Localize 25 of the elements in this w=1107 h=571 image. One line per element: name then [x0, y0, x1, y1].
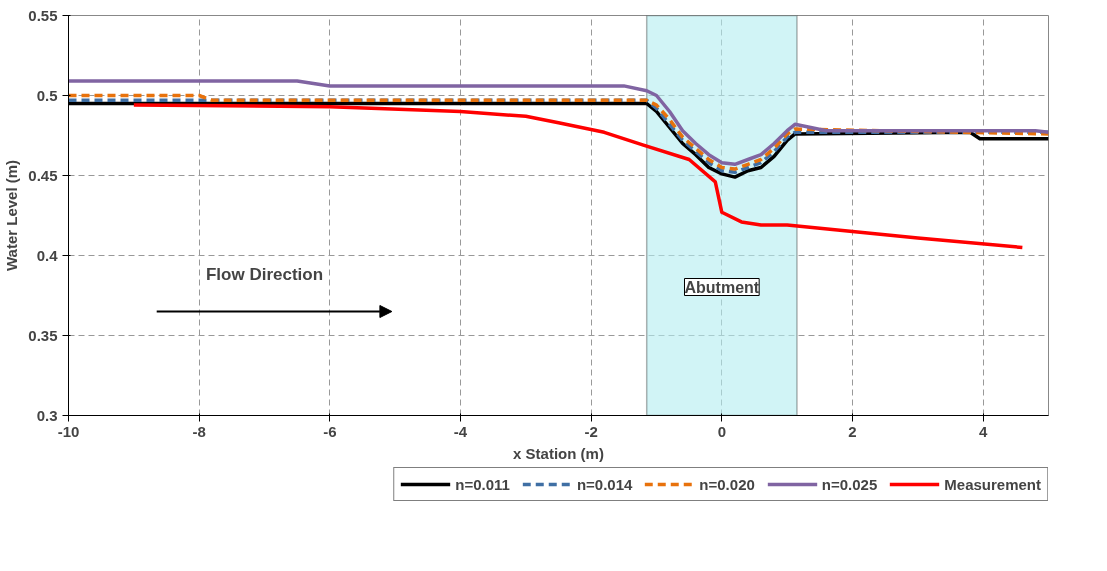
y-tick-label: 0.4	[36, 246, 59, 264]
x-tick-label: -2	[584, 422, 598, 440]
x-tick-label: -4	[453, 422, 468, 440]
x-tick-label: 2	[848, 422, 857, 440]
band-label: Abutment	[684, 278, 760, 296]
line-series	[68, 79, 1049, 167]
legend-label: Measurement	[944, 475, 1041, 493]
x-tick-label: -6	[323, 422, 337, 440]
legend-label: n=0.014	[576, 475, 633, 493]
legend-label: n=0.011	[455, 475, 510, 493]
legend-label: n=0.025	[821, 475, 878, 493]
x-tick-label: 0	[717, 422, 727, 440]
annotation: Flow Direction	[205, 264, 324, 284]
y-axis-title: Water Level (m)	[3, 159, 21, 272]
y-tick-label: 0.3	[36, 406, 58, 424]
y-tick-label: 0.45	[28, 166, 58, 184]
x-tick-label: -10	[57, 422, 80, 440]
y-tick-label: 0.55	[28, 6, 58, 24]
x-tick-label: -8	[192, 422, 206, 440]
x-axis-title: x Station (m)	[513, 444, 604, 462]
y-tick-label: 0.5	[36, 86, 58, 104]
line-series	[132, 103, 1025, 250]
x-tick-label: 4	[979, 422, 988, 440]
y-tick-label: 0.35	[28, 326, 58, 344]
legend-label: n=0.020	[699, 475, 755, 493]
